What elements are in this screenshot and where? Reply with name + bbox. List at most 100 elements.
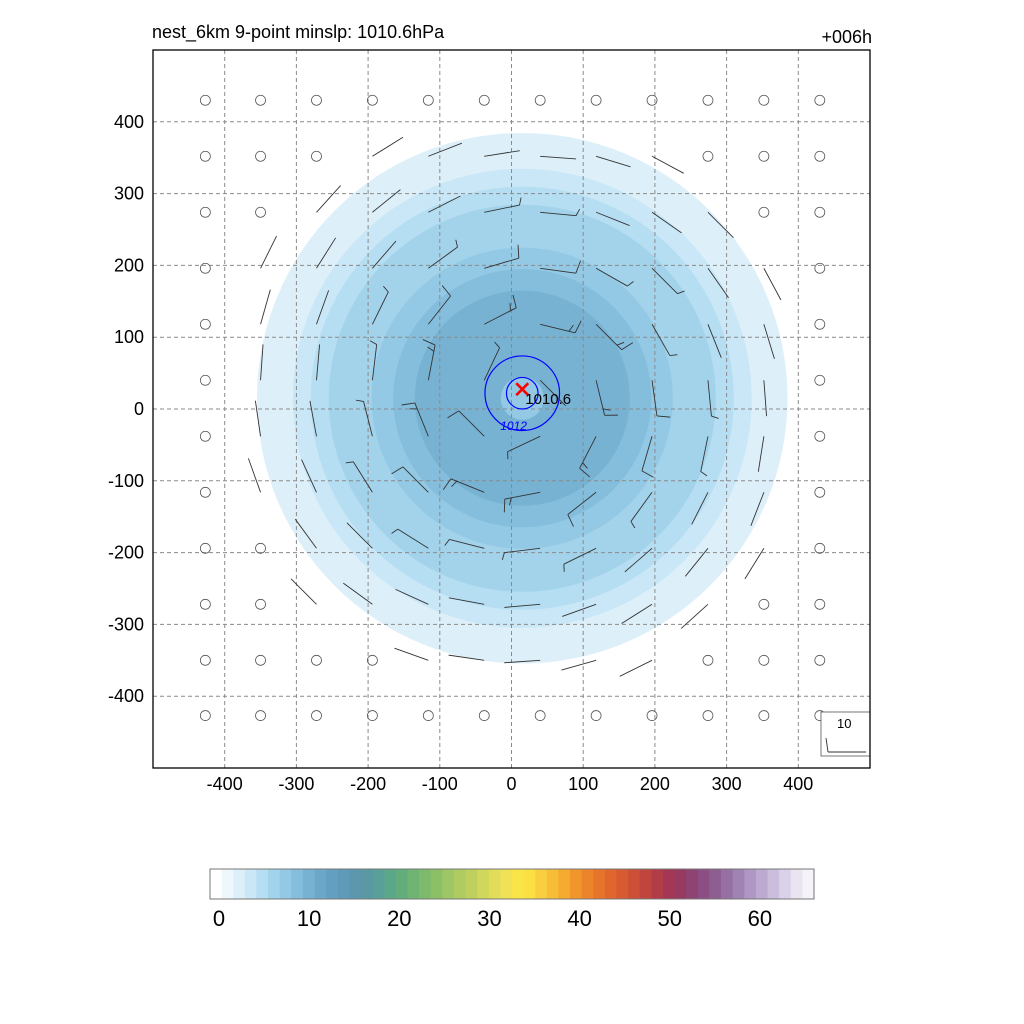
wind-barb-36: [199, 262, 211, 274]
x-tick-label-2: -200: [350, 774, 386, 794]
wind-barb-98: [294, 518, 317, 549]
y-tick-label-1: -300: [108, 614, 144, 634]
x-tick-label-4: 0: [506, 774, 516, 794]
colorbar-swatch-12: [349, 869, 362, 899]
x-tick-label-1: -300: [278, 774, 314, 794]
pressure-contour-0: [484, 355, 561, 432]
wind-barb-32: [651, 211, 682, 234]
wind-barb-113: [448, 597, 485, 605]
wind-barb-41: [484, 244, 520, 269]
colorbar-tick-label-2: 20: [387, 906, 411, 931]
wind-barb-26: [316, 185, 341, 213]
wind-barb-40: [428, 239, 458, 269]
wind-barb-129: [702, 654, 714, 666]
wind-barb-122: [311, 654, 322, 666]
colorbar-swatch-20: [442, 869, 455, 899]
wind-barb-60: [199, 374, 211, 386]
wind-barb-11: [814, 94, 826, 106]
colorbar-swatch-17: [407, 869, 420, 899]
colorbar-swatch-43: [709, 869, 722, 899]
wind-barb-73: [254, 400, 261, 437]
wind-barb-31: [595, 211, 630, 226]
wind-barb-134: [311, 710, 322, 721]
colorbar-tick-label-0: 0: [213, 906, 225, 931]
wind-barb-29: [484, 197, 522, 213]
wind-barb-90: [503, 491, 541, 513]
wind-barb-51: [371, 285, 389, 325]
wind-barb-4: [422, 94, 434, 106]
colorbar-swatch-40: [674, 869, 687, 899]
colorbar-swatch-11: [337, 869, 350, 899]
colorbar-frame: [209, 868, 815, 900]
wind-barb-54: [540, 320, 582, 334]
reference-vector-frame: [820, 711, 871, 757]
wind-barb-42: [540, 260, 582, 274]
colorbar-swatch-0: [210, 869, 223, 899]
wind-barb-89: [442, 478, 485, 493]
y-tick-label-4: 0: [134, 399, 144, 419]
wind-barb-126: [504, 659, 541, 664]
wind-barb-136: [422, 710, 434, 721]
colorbar-swatch-5: [268, 869, 281, 899]
colorbar-swatch-26: [512, 869, 525, 899]
x-axis-ticks: -400 -300 -200 -100 0 100 200 300 400: [207, 774, 814, 794]
wind-barb-104: [624, 547, 653, 573]
wind-barb-80: [641, 436, 654, 478]
wind-barb-12: [199, 150, 211, 162]
wind-barb-118: [758, 598, 770, 610]
pressure-contour-label-0: 1012: [500, 419, 527, 433]
wind-barb-47: [814, 262, 826, 274]
wind-barb-81: [700, 436, 709, 477]
wind-barb-93: [691, 492, 709, 525]
wind-barb-88: [391, 466, 429, 493]
colorbar-swatch-19: [430, 869, 443, 899]
wind-barb-117: [680, 603, 709, 629]
wind-barb-124: [394, 647, 429, 661]
colorbar-swatch-42: [697, 869, 711, 899]
wind-barb-30: [540, 208, 581, 217]
wind-barb-63: [369, 340, 378, 381]
wind-barb-74: [309, 400, 317, 437]
wind-barb-53: [484, 294, 517, 325]
colorbar-swatch-21: [453, 869, 467, 899]
pressure-contours: 1012: [484, 355, 561, 433]
y-tick-label-2: -200: [108, 543, 144, 563]
colorbar-swatch-32: [581, 869, 594, 899]
wind-barb-94: [750, 492, 765, 527]
wind-barb-22: [758, 150, 770, 162]
storm-center-x: [515, 382, 530, 397]
y-axis-ticks: -400 -300 -200 -100 0 100 200 300 400: [108, 112, 144, 706]
wind-barb-35: [814, 206, 826, 218]
colorbar-swatch-44: [721, 869, 734, 899]
colorbar-swatch-30: [558, 869, 571, 899]
wind-barb-17: [484, 150, 520, 157]
wind-barb-24: [199, 206, 211, 218]
wind-barb-68: [651, 380, 671, 418]
wind-barb-50: [316, 290, 330, 325]
wind-barb-48: [199, 318, 211, 330]
x-tick-label-8: 400: [783, 774, 813, 794]
wind-barb-10: [758, 94, 770, 106]
wind-barb-28: [428, 195, 461, 213]
wind-barb-7: [590, 94, 602, 106]
colorbar-swatch-3: [244, 869, 258, 899]
wind-barb-33: [707, 211, 734, 239]
wind-barb-133: [255, 710, 266, 721]
colorbar-tick-label-5: 50: [658, 906, 682, 931]
x-tick-label-6: 200: [640, 774, 670, 794]
wind-barb-27: [372, 189, 401, 213]
wind-barb-38: [316, 237, 337, 269]
wind-barb-101: [444, 539, 485, 549]
wind-barb-25: [255, 206, 266, 218]
wind-barb-106: [744, 548, 765, 580]
y-tick-label-6: 200: [114, 255, 144, 275]
wind-barb-125: [448, 654, 485, 661]
wind-barb-15: [372, 136, 404, 157]
reference-vector-box: 10: [820, 711, 871, 757]
wind-barb-16: [428, 142, 463, 157]
colorbar-swatch-34: [604, 869, 618, 899]
wind-barb-132: [199, 710, 211, 721]
wind-barb-82: [757, 436, 765, 472]
colorbar-swatch-39: [663, 869, 676, 899]
